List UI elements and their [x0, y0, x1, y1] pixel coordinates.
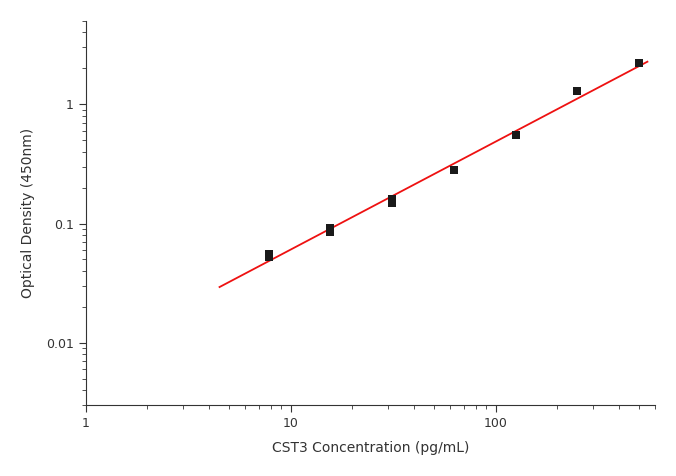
Point — [324, 228, 335, 236]
Y-axis label: Optical Density (450nm): Optical Density (450nm) — [21, 128, 35, 298]
Point — [263, 254, 274, 261]
Point — [572, 87, 583, 94]
Point — [633, 60, 644, 67]
X-axis label: CST3 Concentration (pg/mL): CST3 Concentration (pg/mL) — [272, 441, 469, 455]
Point — [387, 198, 397, 206]
Point — [387, 195, 397, 203]
Point — [510, 131, 521, 139]
Point — [263, 250, 274, 258]
Point — [448, 167, 459, 174]
Point — [324, 224, 335, 232]
